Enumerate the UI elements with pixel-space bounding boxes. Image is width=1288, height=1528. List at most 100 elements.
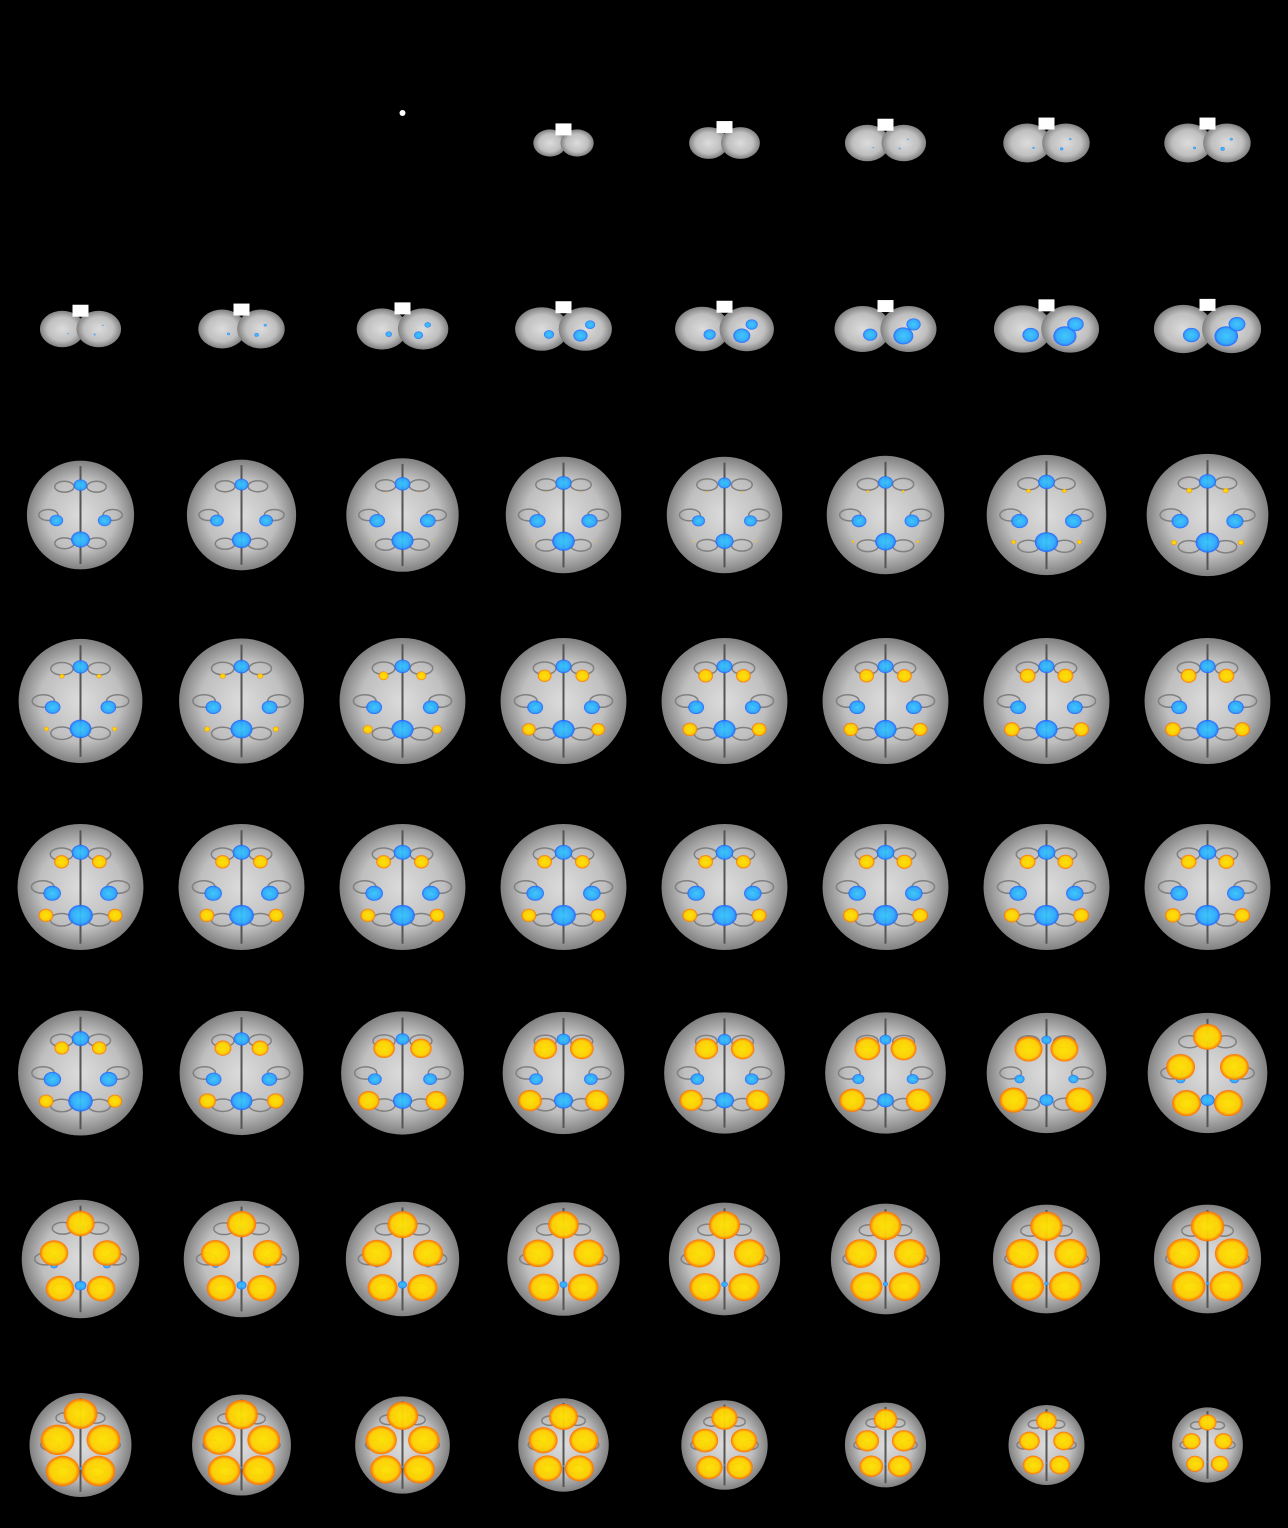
positive-activation-cluster xyxy=(429,908,445,922)
positive-activation-cluster xyxy=(376,855,391,869)
positive-activation-cluster xyxy=(425,1091,448,1111)
positive-activation-cluster xyxy=(751,338,753,340)
cerebellum-left-lobe xyxy=(675,306,730,352)
negative-activation-cluster xyxy=(97,514,112,527)
positive-activation-cluster xyxy=(726,1455,753,1480)
positive-activation-cluster xyxy=(696,1455,723,1480)
positive-activation-cluster xyxy=(1219,1053,1249,1081)
positive-activation-cluster xyxy=(843,722,859,736)
positive-activation-cluster xyxy=(211,539,212,541)
negative-activation-cluster xyxy=(1214,326,1239,347)
positive-activation-cluster xyxy=(1019,1431,1040,1451)
negative-activation-cluster xyxy=(1195,532,1220,553)
negative-activation-cluster xyxy=(876,844,895,860)
positive-activation-cluster xyxy=(1186,487,1193,494)
positive-activation-cluster xyxy=(1171,539,1177,546)
negative-activation-cluster xyxy=(559,1281,568,1288)
positive-activation-cluster xyxy=(733,1239,766,1268)
negative-activation-cluster xyxy=(233,1032,250,1046)
gyrus xyxy=(730,478,753,492)
negative-activation-cluster xyxy=(102,324,104,326)
positive-activation-cluster xyxy=(1057,668,1074,683)
brain-slice xyxy=(17,823,144,951)
negative-activation-cluster xyxy=(552,531,575,551)
negative-activation-cluster xyxy=(210,514,224,527)
brain-slice xyxy=(356,302,449,350)
negative-activation-cluster xyxy=(394,477,411,491)
positive-activation-cluster xyxy=(1172,1090,1202,1117)
brain-slice xyxy=(198,303,285,349)
positive-activation-cluster xyxy=(1073,722,1089,737)
positive-activation-cluster xyxy=(63,1398,98,1430)
positive-activation-cluster xyxy=(92,1240,122,1266)
positive-activation-cluster xyxy=(901,490,905,493)
negative-activation-cluster xyxy=(543,330,555,339)
positive-activation-cluster xyxy=(407,1274,438,1302)
positive-activation-cluster xyxy=(850,1272,883,1302)
positive-activation-cluster xyxy=(1062,488,1067,494)
positive-activation-cluster xyxy=(567,1273,599,1302)
negative-activation-cluster xyxy=(556,1033,571,1046)
positive-activation-cluster xyxy=(357,1091,380,1111)
brain-slice xyxy=(1153,1204,1262,1314)
negative-activation-cluster xyxy=(1193,146,1197,150)
positive-activation-cluster xyxy=(370,539,373,542)
positive-activation-cluster xyxy=(39,1240,69,1266)
negative-activation-cluster xyxy=(261,1072,278,1086)
positive-activation-cluster xyxy=(1004,722,1020,737)
positive-activation-cluster xyxy=(1222,487,1229,494)
brain-slice xyxy=(399,110,406,116)
positive-activation-cluster xyxy=(528,1427,558,1454)
negative-activation-cluster xyxy=(555,476,572,490)
gyrus xyxy=(353,1066,378,1080)
positive-activation-cluster xyxy=(1190,1211,1225,1242)
brainstem xyxy=(1199,117,1216,130)
positive-activation-cluster xyxy=(86,1275,116,1302)
positive-activation-cluster xyxy=(545,491,547,493)
positive-activation-cluster xyxy=(112,726,117,732)
brain-slice xyxy=(834,300,937,352)
positive-activation-cluster xyxy=(854,1037,881,1061)
positive-activation-cluster xyxy=(537,669,552,682)
slice-fragment xyxy=(399,110,406,116)
negative-activation-cluster xyxy=(390,904,415,926)
cerebellum-right-lobe xyxy=(560,129,594,157)
negative-activation-cluster xyxy=(583,885,601,901)
positive-activation-cluster xyxy=(839,1088,866,1112)
positive-activation-cluster xyxy=(1172,1271,1206,1302)
negative-activation-cluster xyxy=(905,885,923,901)
brain-slice xyxy=(500,823,627,951)
negative-activation-cluster xyxy=(1035,719,1058,739)
cerebellum-right-lobe xyxy=(720,127,760,159)
positive-activation-cluster xyxy=(1074,339,1076,341)
negative-activation-cluster xyxy=(744,515,757,527)
negative-activation-cluster xyxy=(1200,1094,1215,1107)
brain-slice xyxy=(1147,1012,1268,1134)
positive-activation-cluster xyxy=(537,855,552,869)
cerebellum-right-lobe xyxy=(237,309,285,349)
brain-slice xyxy=(29,1393,132,1497)
negative-activation-cluster xyxy=(422,700,439,715)
brain-slice xyxy=(830,1203,941,1315)
brain-slice xyxy=(26,460,135,570)
negative-activation-cluster xyxy=(424,322,431,328)
positive-activation-cluster xyxy=(1218,854,1235,869)
brain-slice xyxy=(507,1202,620,1316)
brain-slice xyxy=(339,823,466,951)
negative-activation-cluster xyxy=(393,844,412,860)
positive-activation-cluster xyxy=(367,1274,398,1302)
negative-activation-cluster xyxy=(884,1463,887,1465)
positive-activation-cluster xyxy=(1180,668,1197,683)
brain-slice xyxy=(515,301,612,351)
negative-activation-cluster xyxy=(391,531,414,550)
negative-activation-cluster xyxy=(1066,700,1083,715)
negative-activation-cluster xyxy=(555,659,572,674)
positive-activation-cluster xyxy=(1209,1271,1243,1302)
negative-activation-cluster xyxy=(401,1465,404,1468)
cerebellum-left-lobe xyxy=(1164,123,1212,163)
positive-activation-cluster xyxy=(214,1040,232,1056)
brain-slice xyxy=(986,1012,1107,1134)
positive-activation-cluster xyxy=(271,539,272,541)
negative-activation-cluster xyxy=(863,328,878,341)
